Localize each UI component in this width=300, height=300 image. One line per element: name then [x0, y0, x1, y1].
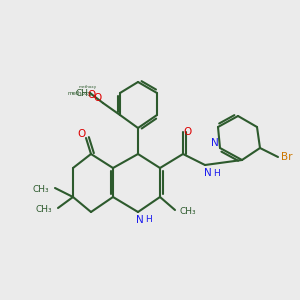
Text: O: O — [94, 93, 102, 103]
Text: N: N — [204, 168, 212, 178]
Text: methoxy: methoxy — [79, 85, 97, 89]
Text: H: H — [145, 215, 152, 224]
Text: Br: Br — [281, 152, 293, 162]
Text: O: O — [87, 90, 95, 100]
Text: O: O — [78, 129, 86, 139]
Text: N: N — [211, 138, 219, 148]
Text: CH₃: CH₃ — [36, 205, 52, 214]
Text: CH₃: CH₃ — [76, 88, 92, 98]
Text: CH₃: CH₃ — [33, 184, 49, 194]
Text: N: N — [136, 215, 144, 225]
Text: methoxy: methoxy — [68, 91, 92, 95]
Text: O: O — [184, 127, 192, 137]
Text: H: H — [213, 169, 219, 178]
Text: CH₃: CH₃ — [180, 206, 196, 215]
